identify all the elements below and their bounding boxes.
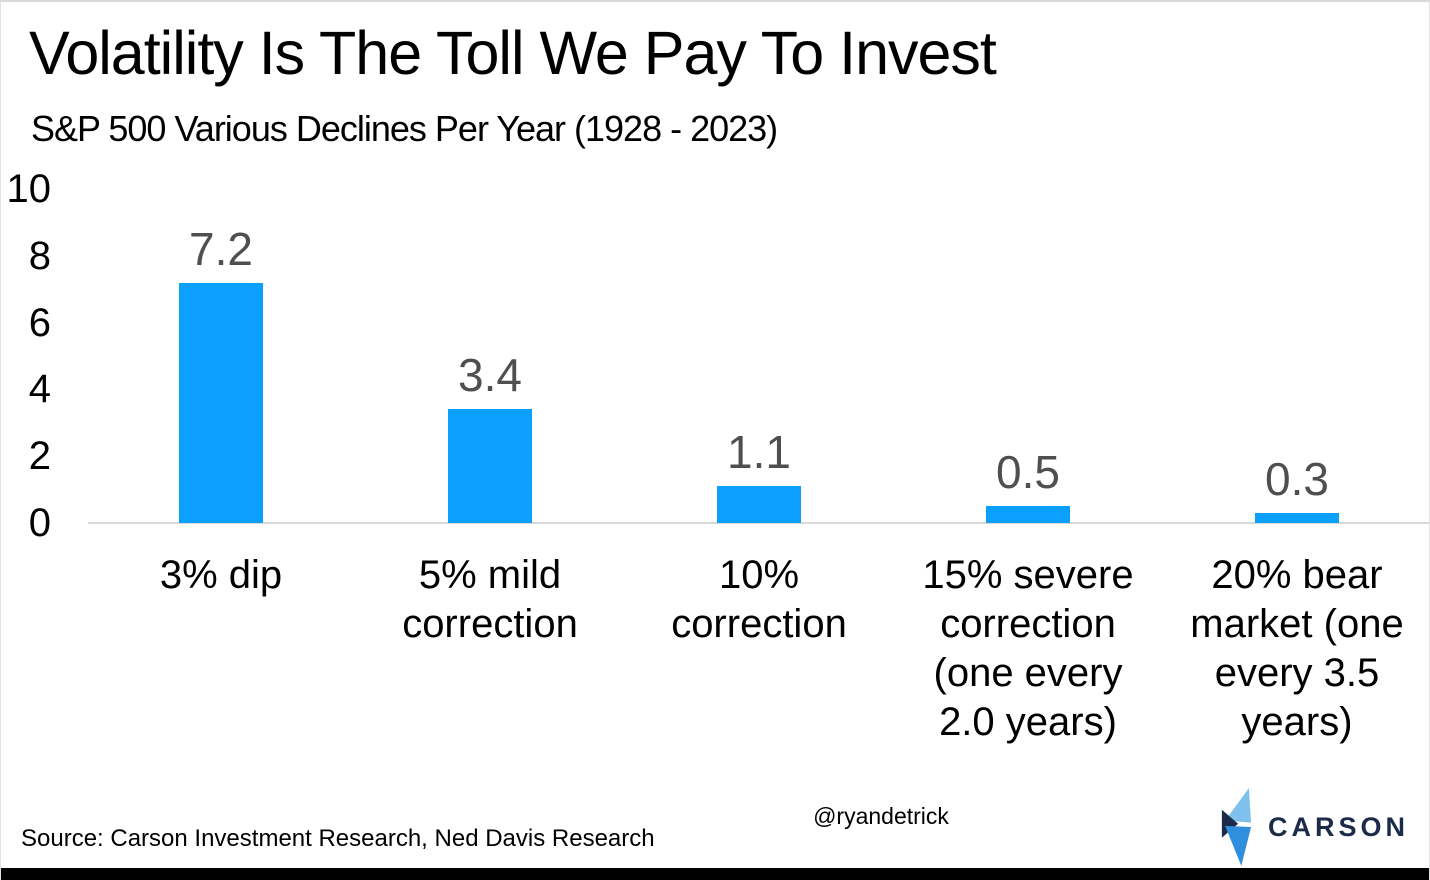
carson-logo-mark-icon bbox=[1221, 788, 1252, 866]
bar-value-label: 0.3 bbox=[1265, 452, 1329, 505]
bar bbox=[179, 282, 263, 523]
category-label-line: correction bbox=[402, 602, 578, 646]
bar-value-label: 7.2 bbox=[189, 222, 253, 275]
x-axis-category-label: 3% dip bbox=[80, 551, 362, 600]
y-axis-tick-label: 2 bbox=[28, 434, 51, 479]
category-label-line: 15% severe bbox=[922, 553, 1134, 597]
y-axis-tick-label: 8 bbox=[28, 233, 51, 278]
carson-logo-text: CARSON bbox=[1267, 811, 1409, 842]
category-label-line: correction bbox=[940, 602, 1116, 646]
x-axis-category-label: 20% bear market (one every 3.5 years) bbox=[1156, 551, 1429, 747]
category-label-line: correction bbox=[671, 602, 847, 646]
page-subtitle: S&P 500 Various Declines Per Year (1928 … bbox=[31, 108, 778, 149]
bar-value-label: 0.5 bbox=[996, 446, 1060, 499]
category-label-line: (one every bbox=[933, 651, 1123, 695]
bottom-border bbox=[1, 868, 1429, 880]
y-axis-tick-label: 4 bbox=[28, 367, 51, 412]
bar-value-label: 3.4 bbox=[458, 349, 522, 402]
x-axis-category-label: 15% severe correction (one every 2.0 years) bbox=[887, 551, 1169, 747]
category-label-line: market (one bbox=[1190, 602, 1404, 646]
bar-value-label: 1.1 bbox=[727, 426, 791, 479]
x-axis-category-label: 5% mild correction bbox=[349, 551, 631, 649]
category-label-line: 20% bear bbox=[1211, 553, 1383, 597]
bar bbox=[1255, 512, 1339, 523]
x-axis-category-label: 10% correction bbox=[618, 551, 900, 649]
source-text: Source: Carson Investment Research, Ned … bbox=[21, 825, 655, 852]
y-axis-tick-label: 0 bbox=[28, 501, 51, 545]
category-label-line: 2.0 years) bbox=[939, 700, 1117, 744]
y-axis-tick-label: 6 bbox=[28, 300, 51, 345]
category-label-line: 5% mild bbox=[418, 553, 562, 597]
category-label-line: every 3.5 bbox=[1214, 651, 1380, 695]
bar bbox=[448, 409, 532, 523]
page-title: Volatility Is The Toll We Pay To Invest bbox=[29, 19, 997, 87]
category-label-line: 3% dip bbox=[159, 553, 283, 597]
carson-logo: CARSON bbox=[1220, 788, 1409, 866]
category-label-line: years) bbox=[1241, 700, 1353, 744]
bar bbox=[717, 486, 801, 523]
category-label-line: 10% bbox=[718, 553, 800, 597]
y-axis-tick-label: 10 bbox=[6, 167, 52, 211]
x-axis-line bbox=[88, 522, 1429, 524]
bar bbox=[986, 506, 1070, 523]
chart: 0 2 4 6 8 10 7.2 3% dip 3.4 5% mild correction 1.1 1… bbox=[1, 2, 1429, 762]
twitter-handle: @ryandetrick bbox=[813, 803, 949, 829]
